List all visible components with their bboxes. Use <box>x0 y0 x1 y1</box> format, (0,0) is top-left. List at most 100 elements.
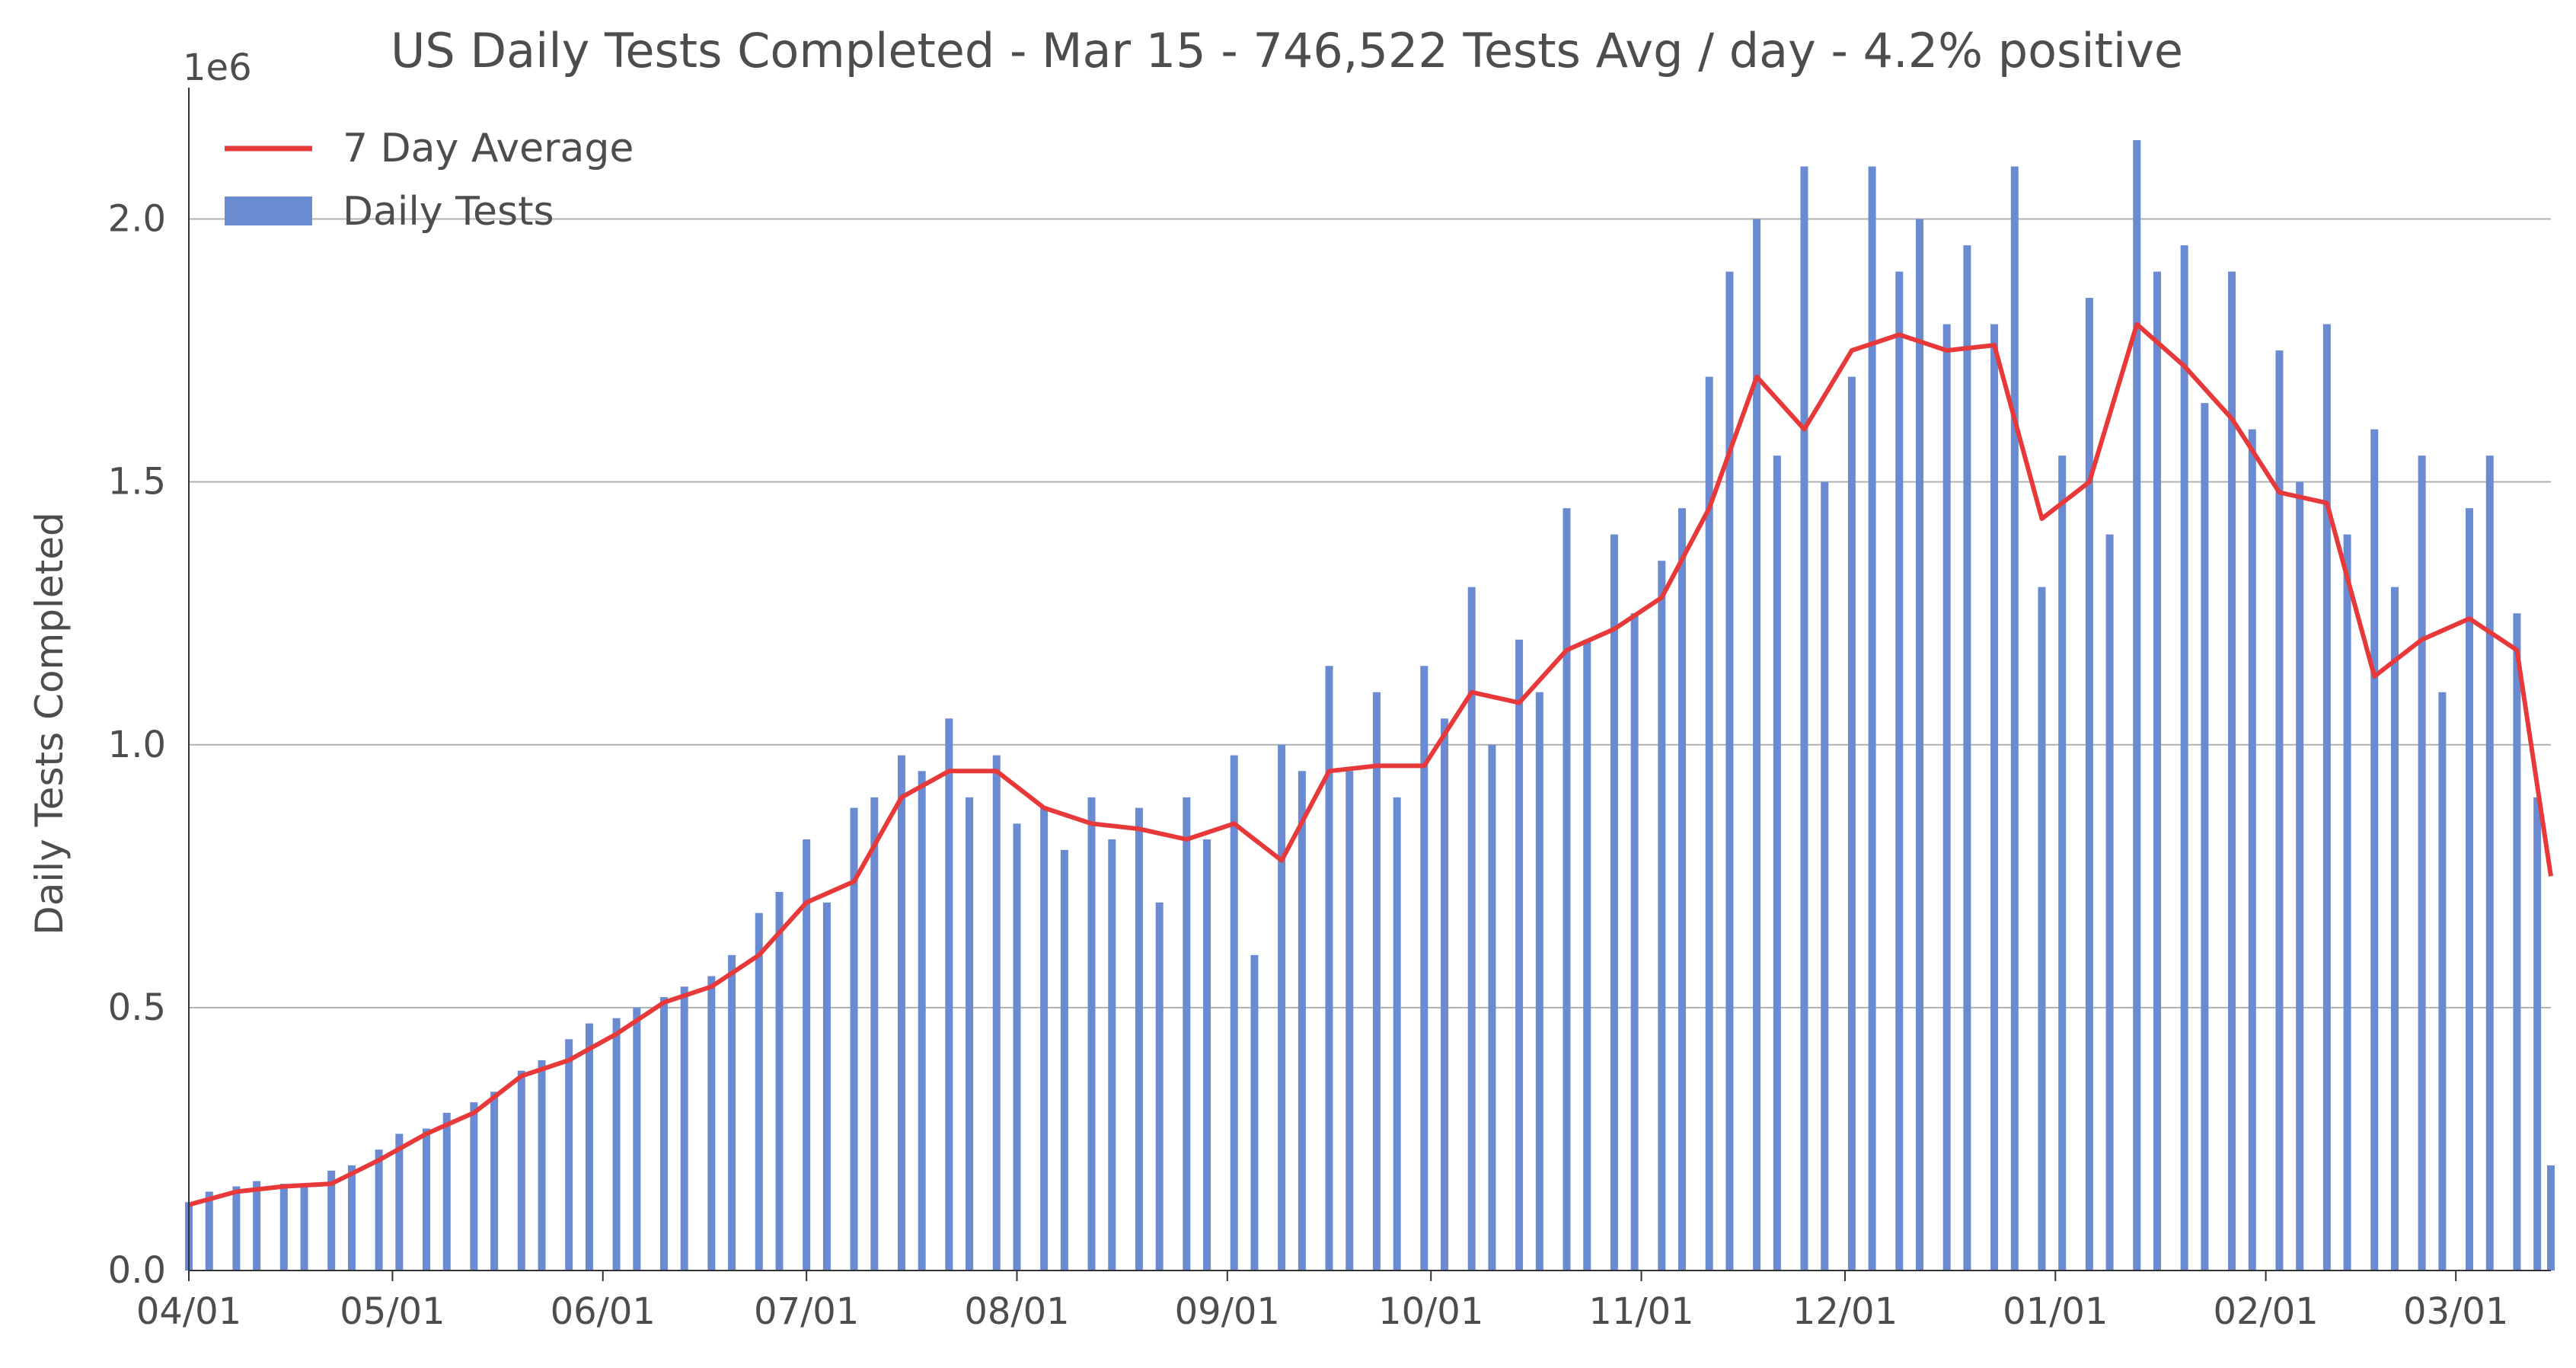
daily-tests-bar <box>2133 140 2141 1271</box>
x-tick-labels: 04/01 05/01 06/01 07/01 08/01 09/01 10/01 11/01… <box>136 1271 2508 1333</box>
y-tick-label: 2.0 <box>108 198 166 241</box>
daily-tests-bar <box>659 997 668 1271</box>
daily-tests-bar <box>1298 771 1306 1271</box>
daily-tests-bar <box>442 1112 451 1271</box>
daily-tests-bar <box>1753 219 1761 1271</box>
x-tick-label: 02/01 <box>2213 1290 2318 1333</box>
x-tick-label: 03/01 <box>2403 1290 2508 1333</box>
daily-tests-bar <box>2390 587 2399 1271</box>
daily-tests-bar <box>2248 429 2256 1271</box>
x-tick-label: 10/01 <box>1378 1290 1483 1333</box>
daily-tests-bar <box>517 1070 525 1271</box>
x-tick-label: 05/01 <box>340 1290 445 1333</box>
seven-day-average-layer <box>188 321 2553 1207</box>
daily-tests-bar <box>232 1186 241 1271</box>
daily-tests-bar <box>2466 508 2474 1271</box>
daily-tests-bar <box>1963 245 1971 1271</box>
daily-tests-bar <box>2343 534 2351 1271</box>
x-tick-label: 12/01 <box>1792 1290 1898 1333</box>
x-tick-label: 04/01 <box>136 1290 241 1333</box>
daily-tests-bar <box>822 902 831 1271</box>
daily-tests-bar <box>1393 797 1401 1271</box>
legend-line-label: 7 Day Average <box>343 126 634 171</box>
daily-tests-bar <box>2547 1165 2555 1271</box>
daily-tests-bar <box>1847 376 1856 1271</box>
daily-tests-bar <box>2228 271 2236 1271</box>
daily-tests-bar <box>1895 271 1904 1271</box>
daily-tests-bar <box>1563 508 1571 1271</box>
daily-tests-bar <box>1868 166 1876 1271</box>
daily-tests-bar <box>992 755 1001 1271</box>
daily-tests-bar <box>2296 481 2304 1271</box>
y-tick-label: 0.0 <box>108 1249 166 1292</box>
daily-tests-bar <box>1183 797 1191 1271</box>
daily-tests-bar <box>2485 455 2494 1271</box>
daily-tests-bar <box>2370 429 2379 1271</box>
daily-tests-bar <box>422 1128 430 1271</box>
y-tick-labels: 0.0 0.5 1.0 1.5 2.0 <box>108 198 166 1292</box>
daily-tests-bar <box>1013 823 1021 1271</box>
daily-tests-bar <box>1060 849 1068 1271</box>
daily-tests-bar <box>1610 534 1618 1271</box>
daily-tests-bar <box>2513 613 2521 1271</box>
daily-tests-bar <box>1250 954 1259 1271</box>
legend: 7 Day Average Daily Tests <box>225 126 634 235</box>
daily-tests-bar <box>966 797 974 1271</box>
daily-tests-bar <box>918 771 926 1271</box>
daily-tests-bar <box>755 913 763 1271</box>
daily-tests-bar <box>1773 455 1781 1271</box>
y-gridlines <box>189 218 2551 1008</box>
daily-tests-bar <box>1040 807 1049 1271</box>
daily-tests-bar <box>2180 245 2188 1271</box>
daily-tests-bar <box>1800 166 1808 1271</box>
daily-tests-bar <box>327 1170 336 1271</box>
daily-tests-bar <box>300 1186 308 1271</box>
axes <box>188 88 2551 1271</box>
daily-tests-bar <box>1583 639 1591 1271</box>
daily-tests-bar <box>1515 639 1524 1271</box>
daily-tests-bar <box>2275 350 2284 1271</box>
daily-tests-bar <box>945 718 953 1271</box>
daily-tests-bar <box>850 807 858 1271</box>
daily-tests-bar <box>775 892 784 1271</box>
daily-tests-bar <box>253 1181 261 1271</box>
daily-tests-bar <box>1990 324 1999 1271</box>
daily-tests-bar <box>1325 666 1333 1271</box>
y-tick-label: 1.0 <box>108 724 166 766</box>
daily-tests-bar <box>347 1165 356 1271</box>
daily-tests-bar <box>2438 692 2447 1271</box>
daily-tests-bar <box>1658 561 1666 1271</box>
x-tick-label: 01/01 <box>2003 1290 2108 1333</box>
daily-tests-bar <box>1725 271 1734 1271</box>
y-tick-label: 1.5 <box>108 461 166 503</box>
daily-tests-bar <box>585 1023 593 1271</box>
daily-tests-bar <box>1155 902 1164 1271</box>
daily-tests-bar <box>1821 481 1829 1271</box>
daily-tests-bar <box>1535 692 1543 1271</box>
daily-tests-bar <box>490 1092 499 1271</box>
x-tick-label: 07/01 <box>754 1290 859 1333</box>
daily-tests-bar <box>1345 771 1354 1271</box>
daily-tests-bar <box>2105 534 2114 1271</box>
daily-tests-bar <box>2010 166 2019 1271</box>
daily-tests-bar <box>680 986 688 1271</box>
daily-tests-bar <box>803 839 811 1271</box>
daily-tests-bar <box>1467 587 1476 1271</box>
daily-tests-bar <box>870 797 879 1271</box>
daily-tests-bar <box>1705 376 1713 1271</box>
daily-tests-bar <box>2533 797 2542 1271</box>
daily-tests-bar <box>1942 324 1951 1271</box>
daily-tests-bar <box>538 1060 546 1271</box>
daily-tests-bar <box>897 755 905 1271</box>
seven-day-average-line <box>188 321 2553 1207</box>
daily-tests-bar <box>1488 744 1496 1271</box>
daily-tests-bar <box>205 1191 213 1271</box>
daily-tests-bar <box>470 1102 478 1271</box>
daily-tests-bar <box>2322 324 2331 1271</box>
daily-tests-bar <box>2038 587 2046 1271</box>
daily-tests-bars <box>185 140 2555 1271</box>
daily-tests-bar <box>1678 508 1687 1271</box>
daily-tests-bar <box>1230 755 1238 1271</box>
legend-bar-swatch <box>225 197 312 225</box>
